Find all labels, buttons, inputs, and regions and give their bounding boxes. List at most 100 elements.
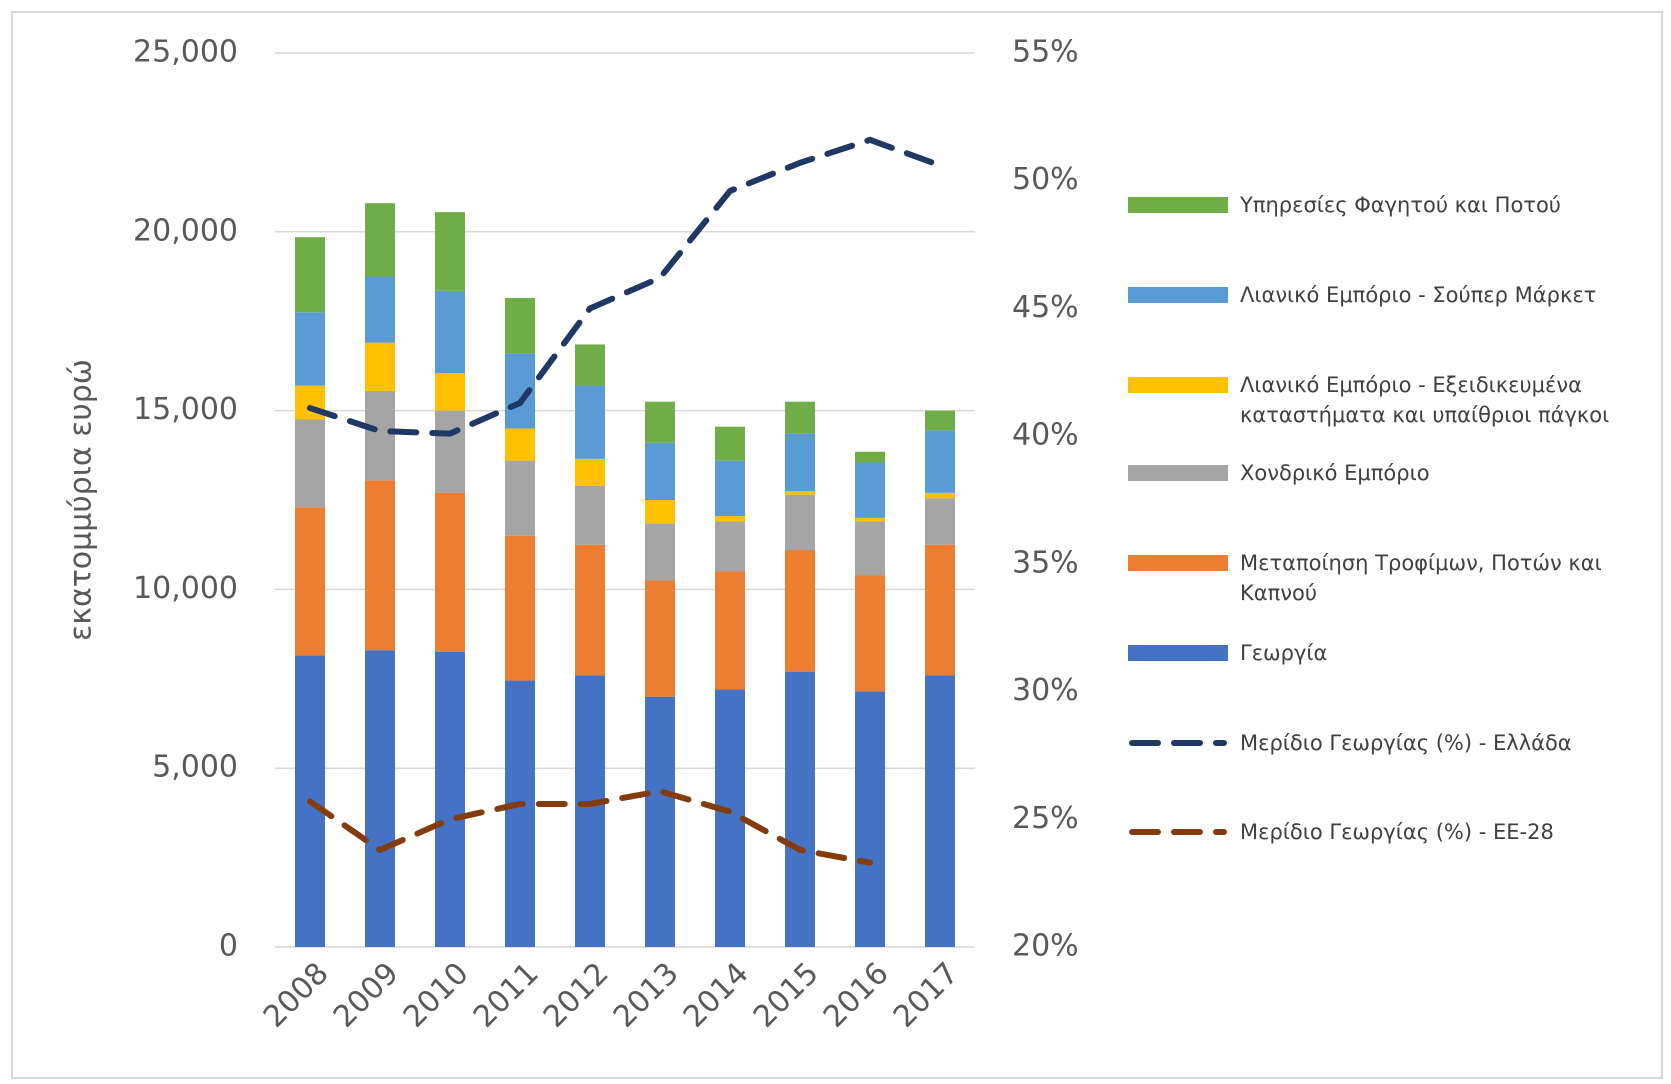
legend-label: Μερίδιο Γεωργίας (%) - Ελλάδα [1240,731,1572,755]
bar-segment [925,492,955,499]
y2-tick-label: 20% [1012,929,1079,964]
y-axis-title: εκατομμύρια ευρώ [64,359,99,641]
legend-item: Γεωργία [1128,638,1668,668]
x-tick-label: 2015 [747,956,826,1035]
bar-segment [295,507,325,656]
y-tick-label: 15,000 [133,392,238,427]
y-tick-label: 5,000 [152,750,238,785]
bar-segment [435,212,465,291]
legend-item: Μεταποίηση Τροφίμων, Ποτών και Καπνού [1128,548,1668,608]
bar-segment [785,671,815,947]
y2-tick-label: 25% [1012,801,1079,836]
bar-segment [295,419,325,508]
bar-segment [365,342,395,391]
y2-tick-label: 45% [1012,290,1079,325]
bar-segment [925,410,955,431]
x-tick-label: 2017 [887,956,966,1035]
bar-segment [575,485,605,545]
bar-segment [855,521,885,576]
legend-swatch [1128,548,1228,578]
bar-segment [785,491,815,495]
x-tick-label: 2008 [257,956,336,1035]
x-tick-label: 2014 [677,956,756,1035]
legend-label: Χονδρικό Εμπόριο [1240,461,1430,485]
bar-segment [855,462,885,518]
bar-segment [365,480,395,651]
bar-segment [365,390,395,481]
legend-item: Υπηρεσίες Φαγητού και Ποτού [1128,190,1668,220]
legend-label: Γεωργία [1240,641,1328,665]
legend-item: Μερίδιο Γεωργίας (%) - ΕΕ-28 [1128,817,1668,847]
bar-segment [855,575,885,692]
bar-segment [925,544,955,676]
bar-segment [435,492,465,652]
bar-segment [715,516,745,522]
legend-label: Λιανικό Εμπόριο - Σούπερ Μάρκετ [1240,283,1597,307]
legend-swatch [1128,817,1228,847]
y-tick-label: 20,000 [133,213,238,248]
bar-segment [295,237,325,313]
legend-label: Λιανικό Εμπόριο - Εξειδικευμένα καταστήμ… [1240,373,1610,427]
bar-segment [575,458,605,486]
x-tick-label: 2016 [817,956,896,1035]
bar-segment [925,430,955,493]
bar-segment [435,410,465,493]
bar-segment [715,426,745,461]
bar-segment [505,680,535,947]
x-tick-label: 2013 [607,956,686,1035]
bar-segment [855,451,885,463]
legend-item: Λιανικό Εμπόριο - Εξειδικευμένα καταστήμ… [1128,370,1668,430]
bar-segment [365,650,395,947]
bar-segment [575,675,605,947]
y-tick-label: 10,000 [133,571,238,606]
x-tick-label: 2010 [397,956,476,1035]
bar-segment [645,401,675,443]
bar-segment [575,385,605,459]
bar-segment [645,500,675,524]
bar-segment [295,312,325,386]
bar-segment [505,297,535,354]
y2-tick-label: 40% [1012,418,1079,453]
legend-swatch [1128,370,1228,400]
y-tick-label: 0 [219,929,238,964]
x-tick-label: 2011 [467,956,546,1035]
bar-segment [785,550,815,672]
bar-segment [435,290,465,374]
bar-segment [505,460,535,536]
y2-tick-label: 50% [1012,162,1079,197]
bar-segment [575,544,605,676]
bar-segment [925,675,955,947]
y2-tick-label: 55% [1012,35,1079,70]
bar-segment [435,651,465,947]
bar-segment [505,428,535,461]
bar-segment [505,535,535,681]
bar-segment [435,373,465,411]
bar-segment [645,580,675,697]
bar-segment [365,276,395,343]
legend-swatch [1128,280,1228,310]
y2-tick-label: 30% [1012,673,1079,708]
bar-segment [785,494,815,551]
bar-segment [645,442,675,500]
legend-label: Υπηρεσίες Φαγητού και Ποτού [1240,193,1561,217]
x-tick-label: 2009 [327,956,406,1035]
bar-segment [785,433,815,492]
bar-segment [785,401,815,434]
legend-label: Μερίδιο Γεωργίας (%) - ΕΕ-28 [1240,820,1554,844]
legend-item: Μερίδιο Γεωργίας (%) - Ελλάδα [1128,728,1668,758]
legend-item: Χονδρικό Εμπόριο [1128,458,1668,488]
y2-tick-label: 35% [1012,545,1079,580]
line-series [307,788,873,866]
bar-segment [645,696,675,947]
legend-swatch [1128,728,1228,758]
legend-swatch [1128,190,1228,220]
bar-segment [645,523,675,581]
line-series [307,136,943,437]
bar-segment [855,517,885,522]
x-tick-label: 2012 [537,956,616,1035]
legend-item: Λιανικό Εμπόριο - Σούπερ Μάρκετ [1128,280,1668,310]
legend-swatch [1128,458,1228,488]
bar-segment [855,691,885,947]
